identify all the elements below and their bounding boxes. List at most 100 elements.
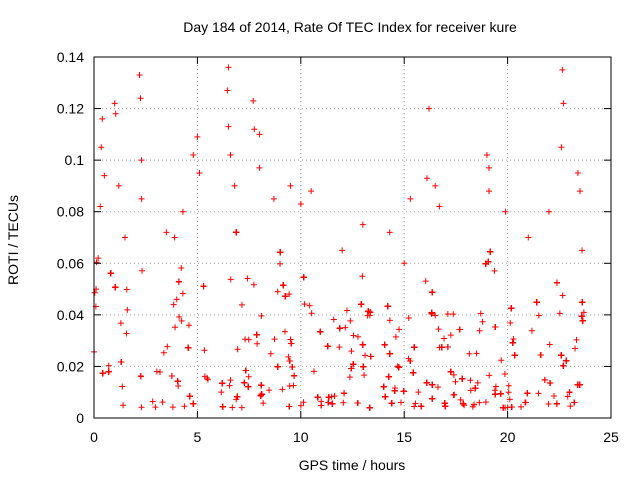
data-point xyxy=(517,403,524,410)
data-point xyxy=(456,326,463,333)
data-point xyxy=(428,309,435,316)
data-point xyxy=(500,404,507,411)
y-tick-label: 0.04 xyxy=(57,307,84,323)
data-point xyxy=(254,340,261,347)
data-point xyxy=(111,100,118,107)
data-point xyxy=(571,399,578,406)
data-point xyxy=(479,318,486,325)
data-point xyxy=(257,392,264,399)
data-point xyxy=(120,402,127,409)
data-point xyxy=(354,400,361,407)
data-point xyxy=(395,364,402,371)
data-point xyxy=(286,291,293,298)
data-point xyxy=(340,399,347,406)
data-point xyxy=(339,247,346,254)
data-point xyxy=(553,400,560,407)
data-point xyxy=(234,393,241,400)
data-point xyxy=(300,274,307,281)
data-point xyxy=(260,400,267,407)
data-point xyxy=(355,333,362,340)
data-point xyxy=(432,312,439,319)
data-point xyxy=(429,395,436,402)
data-point xyxy=(346,374,353,381)
data-point xyxy=(566,389,573,396)
data-point xyxy=(470,401,477,408)
data-point xyxy=(271,336,278,343)
data-point xyxy=(225,123,232,130)
data-point xyxy=(329,400,336,407)
data-point xyxy=(367,353,374,360)
data-point xyxy=(185,344,192,351)
data-point xyxy=(101,172,108,179)
data-point xyxy=(179,290,186,297)
data-point xyxy=(507,319,514,326)
data-point xyxy=(270,195,277,202)
data-point xyxy=(472,385,479,392)
data-point xyxy=(301,301,308,308)
data-point xyxy=(250,97,257,104)
data-point xyxy=(482,399,489,406)
data-point xyxy=(218,389,225,396)
data-point xyxy=(185,322,192,329)
data-point xyxy=(343,307,350,314)
data-point xyxy=(400,388,407,395)
data-point xyxy=(124,306,131,313)
x-axis-label: GPS time / hours xyxy=(299,457,406,473)
data-point xyxy=(241,379,248,386)
data-point xyxy=(506,396,513,403)
x-tick-label: 0 xyxy=(90,429,98,445)
data-point xyxy=(330,316,337,323)
data-point xyxy=(173,296,180,303)
data-point xyxy=(359,341,366,348)
data-point xyxy=(545,208,552,215)
data-point xyxy=(444,343,451,350)
data-point xyxy=(556,310,563,317)
data-point xyxy=(179,208,186,215)
data-point xyxy=(98,144,105,151)
data-point xyxy=(350,332,357,339)
data-point xyxy=(172,324,179,331)
data-point xyxy=(524,390,531,397)
data-point xyxy=(438,344,445,351)
data-point xyxy=(274,363,281,370)
data-point xyxy=(502,208,509,215)
grid xyxy=(94,57,611,418)
data-point xyxy=(473,350,480,357)
data-point xyxy=(394,363,401,370)
data-point xyxy=(508,403,515,410)
data-point xyxy=(564,393,571,400)
data-point xyxy=(492,391,499,398)
data-point xyxy=(546,341,553,348)
data-point xyxy=(485,188,492,195)
data-point xyxy=(175,382,182,389)
data-point xyxy=(358,301,365,308)
data-point xyxy=(168,373,175,380)
data-point xyxy=(580,309,587,316)
data-point xyxy=(219,403,226,410)
data-point xyxy=(310,368,317,375)
data-point xyxy=(233,396,240,403)
data-point xyxy=(386,350,393,357)
data-point xyxy=(501,371,508,378)
data-point xyxy=(250,281,257,288)
data-point xyxy=(95,255,102,262)
data-point xyxy=(178,264,185,271)
data-point xyxy=(486,372,493,379)
data-point xyxy=(105,362,112,369)
data-point xyxy=(423,379,430,386)
data-point xyxy=(186,393,193,400)
data-point xyxy=(457,396,464,403)
data-point xyxy=(407,357,414,364)
data-point xyxy=(152,404,159,411)
data-point xyxy=(238,301,245,308)
data-point xyxy=(93,259,100,266)
data-point xyxy=(226,382,233,389)
x-tick-label: 25 xyxy=(603,429,619,445)
data-point xyxy=(442,403,449,410)
data-point xyxy=(537,352,544,359)
data-point xyxy=(450,391,457,398)
data-point xyxy=(579,317,586,324)
data-point xyxy=(227,151,234,158)
data-point xyxy=(190,400,197,407)
